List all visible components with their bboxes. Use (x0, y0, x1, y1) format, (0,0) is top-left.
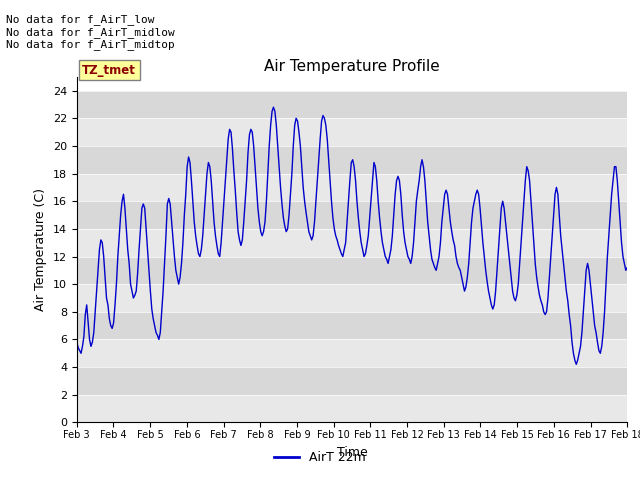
Bar (77, 395, 627, 422)
Bar (77, 201, 627, 229)
Bar (77, 367, 627, 395)
Bar (77, 118, 627, 146)
X-axis label: Time: Time (337, 445, 367, 458)
Text: No data for f_AirT_low
No data for f_AirT_midlow
No data for f_AirT_midtop: No data for f_AirT_low No data for f_Air… (6, 14, 175, 50)
Y-axis label: Air Temperature (C): Air Temperature (C) (35, 188, 47, 311)
Bar (77, 174, 627, 201)
Title: Air Temperature Profile: Air Temperature Profile (264, 59, 440, 74)
Bar (77, 229, 627, 256)
Legend: AirT 22m: AirT 22m (269, 446, 371, 469)
Bar (77, 284, 627, 312)
Bar (77, 339, 627, 367)
Text: TZ_tmet: TZ_tmet (83, 64, 136, 77)
Bar (77, 146, 627, 174)
Bar (77, 256, 627, 284)
Bar (77, 91, 627, 118)
Bar (77, 312, 627, 339)
